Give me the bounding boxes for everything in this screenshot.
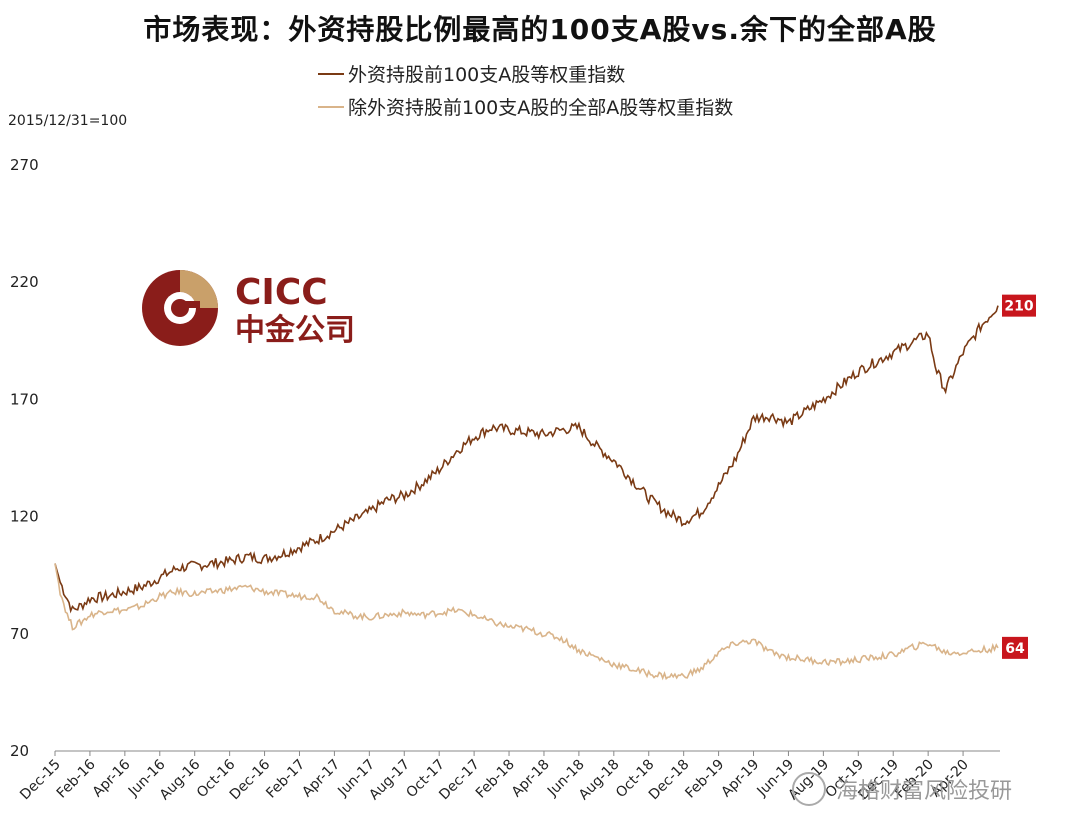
legend-label-series2: 除外资持股前100支A股的全部A股等权重指数 bbox=[348, 97, 734, 119]
legend-item-foreign-top100: 外资持股前100支A股等权重指数 bbox=[318, 60, 625, 87]
y-tick-label: 70 bbox=[10, 625, 29, 643]
y-tick-label: 20 bbox=[10, 742, 29, 760]
watermark-text: 海格财富风险投研 bbox=[836, 779, 1013, 804]
cicc-logo-text-en: CICC bbox=[235, 272, 328, 313]
y-tick-label: 220 bbox=[10, 273, 39, 291]
series-line-1 bbox=[54, 305, 999, 614]
y-tick-label: 270 bbox=[10, 156, 39, 174]
x-tick-label: Apr-19 bbox=[718, 757, 762, 801]
x-tick-label: Feb-17 bbox=[263, 757, 308, 802]
x-tick-label: Feb-16 bbox=[54, 756, 99, 801]
x-tick-label: Oct-16 bbox=[194, 756, 239, 801]
x-tick-label: Apr-17 bbox=[299, 757, 343, 801]
x-tick-label: Jun-16 bbox=[125, 756, 169, 800]
y-tick-label: 120 bbox=[10, 508, 39, 526]
y-axis: 20 70 120 170 220 270 bbox=[10, 156, 39, 760]
x-tick-label: Jun-19 bbox=[754, 757, 798, 801]
wechat-watermark: 海格财富风险投研 bbox=[792, 772, 1012, 806]
x-tick-label: Dec-16 bbox=[227, 756, 274, 803]
x-tick-label: Jun-17 bbox=[334, 757, 378, 801]
x-tick-label: Apr-18 bbox=[509, 757, 553, 801]
x-tick-label: Oct-17 bbox=[403, 757, 448, 802]
x-tick-label: Oct-18 bbox=[613, 757, 658, 802]
cicc-logo: CICC 中金公司 bbox=[140, 268, 390, 348]
series-group bbox=[54, 305, 999, 681]
legend-label-series1: 外资持股前100支A股等权重指数 bbox=[348, 64, 626, 86]
x-tick-label: Dec-18 bbox=[646, 757, 693, 804]
end-label-box bbox=[1002, 294, 1036, 317]
y-tick-label: 170 bbox=[10, 390, 39, 408]
legend-swatch-series1 bbox=[318, 72, 344, 75]
x-tick-label: Aug-16 bbox=[157, 756, 204, 803]
end-label-series2: 64 bbox=[1002, 636, 1028, 659]
x-tick-label: Apr-16 bbox=[90, 756, 134, 800]
base-note: 2015/12/31=100 bbox=[8, 113, 128, 129]
legend-item-rest-a-shares: 除外资持股前100支A股的全部A股等权重指数 bbox=[318, 93, 733, 120]
legend-swatch-series2 bbox=[318, 105, 344, 108]
end-labels: 210 64 bbox=[1002, 294, 1036, 659]
chart-title: 市场表现：外资持股比例最高的100支A股vs.余下的全部A股 bbox=[143, 13, 937, 46]
x-tick-label: Jun-18 bbox=[544, 757, 588, 801]
series-line-2 bbox=[54, 563, 999, 681]
end-label-box bbox=[1002, 636, 1028, 659]
x-tick-label: Aug-17 bbox=[366, 757, 413, 804]
x-tick-label: Aug-18 bbox=[576, 757, 623, 804]
x-tick-label: Feb-18 bbox=[473, 757, 518, 802]
x-tick-label: Dec-17 bbox=[436, 757, 483, 804]
x-tick-label: Feb-19 bbox=[682, 757, 727, 802]
cicc-logo-mark-icon bbox=[142, 270, 218, 346]
end-label-series1: 210 bbox=[1002, 294, 1036, 317]
end-label-text: 210 bbox=[1004, 299, 1033, 315]
cicc-logo-text-cn: 中金公司 bbox=[235, 313, 355, 348]
x-tick-label: Dec-15 bbox=[17, 757, 64, 804]
end-label-text: 64 bbox=[1005, 641, 1025, 657]
wechat-icon bbox=[792, 772, 826, 806]
